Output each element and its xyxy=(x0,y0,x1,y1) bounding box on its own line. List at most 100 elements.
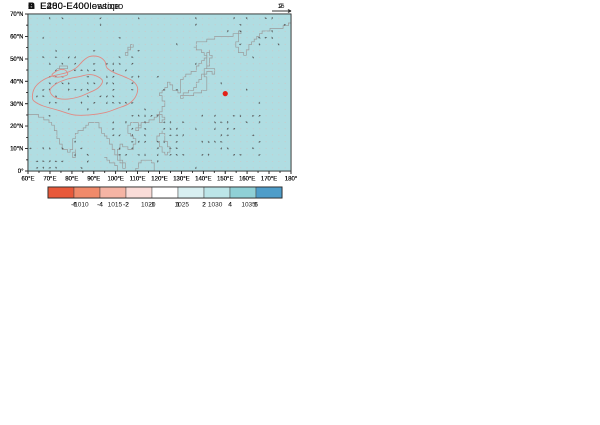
svg-text:160°E: 160°E xyxy=(239,177,255,183)
svg-text:2: 2 xyxy=(202,202,206,209)
svg-text:170°E: 170°E xyxy=(261,177,277,183)
svg-text:40°N: 40°N xyxy=(10,79,23,85)
panel-d-title: D E400-E400lessice xyxy=(28,1,120,12)
svg-text:160°E: 160°E xyxy=(239,177,255,183)
svg-text:100°E: 100°E xyxy=(107,177,123,183)
svg-text:80°E: 80°E xyxy=(65,177,78,183)
map-background xyxy=(28,14,291,171)
svg-text:4: 4 xyxy=(228,202,232,209)
svg-text:60°N: 60°N xyxy=(10,35,23,41)
svg-text:40°N: 40°N xyxy=(10,79,23,85)
svg-text:2: 2 xyxy=(279,3,283,10)
svg-text:70°E: 70°E xyxy=(43,177,56,183)
map-canvas-d: 60°E 70°E 80°E 90°E 100°E 110°E 120°E 130°E 140°… xyxy=(10,3,298,209)
svg-text:1015: 1015 xyxy=(108,202,123,209)
svg-text:70°N: 70°N xyxy=(10,12,23,18)
svg-text:40°N: 40°N xyxy=(10,79,23,85)
svg-text:150°E: 150°E xyxy=(217,177,233,183)
svg-text:110°E: 110°E xyxy=(130,177,146,183)
panel-a-title: A E280 xyxy=(28,1,63,12)
svg-text:70°E: 70°E xyxy=(43,177,56,183)
svg-text:1: 1 xyxy=(176,202,180,209)
svg-text:0°: 0° xyxy=(18,169,24,175)
panel-b-letter: B xyxy=(28,1,36,12)
svg-text:10°N: 10°N xyxy=(10,147,23,153)
svg-text:4: 4 xyxy=(228,202,232,209)
panel-a-experiment: E280 xyxy=(40,1,64,12)
svg-text:70°E: 70°E xyxy=(43,177,56,183)
svg-text:30°N: 30°N xyxy=(10,102,23,108)
svg-text:20°N: 20°N xyxy=(10,124,23,130)
svg-text:-2: -2 xyxy=(123,202,129,209)
svg-text:120°E: 120°E xyxy=(151,177,167,183)
svg-text:-1: -1 xyxy=(149,202,155,209)
svg-text:1010: 1010 xyxy=(74,202,89,209)
panel-c-title: C E400-E400lowtopo xyxy=(28,1,124,12)
svg-text:70°E: 70°E xyxy=(43,177,56,183)
colorbar: -6 -4 -2 -1 1 2 4 6 xyxy=(47,186,283,209)
svg-text:50°N: 50°N xyxy=(10,57,23,63)
svg-text:-2: -2 xyxy=(123,202,129,209)
svg-text:130°E: 130°E xyxy=(173,177,189,183)
svg-text:100°E: 100°E xyxy=(107,177,123,183)
panel-a-letter: A xyxy=(28,1,36,12)
vector-field xyxy=(29,17,287,170)
panel-d-experiment: E400-E400lessice xyxy=(40,1,120,12)
svg-text:60°E: 60°E xyxy=(21,177,34,183)
svg-text:80°E: 80°E xyxy=(65,177,78,183)
svg-text:2: 2 xyxy=(202,202,206,209)
svg-text:130°E: 130°E xyxy=(173,177,189,183)
svg-text:2: 2 xyxy=(279,3,283,10)
svg-text:20°N: 20°N xyxy=(10,124,23,130)
svg-text:90°E: 90°E xyxy=(87,177,100,183)
svg-text:30°N: 30°N xyxy=(10,102,23,108)
svg-text:170°E: 170°E xyxy=(261,177,277,183)
svg-text:170°E: 170°E xyxy=(261,177,277,183)
svg-text:70°N: 70°N xyxy=(10,12,23,18)
panel-c-letter: C xyxy=(28,1,36,12)
svg-text:4: 4 xyxy=(228,202,232,209)
svg-text:50°N: 50°N xyxy=(10,57,23,63)
svg-text:70°N: 70°N xyxy=(10,12,23,18)
stipple-dots xyxy=(30,17,286,169)
svg-text:-2: -2 xyxy=(123,202,129,209)
svg-text:140°E: 140°E xyxy=(195,177,211,183)
panel-b-title: B E280-E400 xyxy=(28,1,89,12)
svg-text:30°N: 30°N xyxy=(10,102,23,108)
topo-contours xyxy=(31,55,139,116)
svg-text:-4: -4 xyxy=(97,202,103,209)
site-marker xyxy=(222,91,228,97)
svg-text:120°E: 120°E xyxy=(151,177,167,183)
svg-text:180°: 180° xyxy=(285,177,298,183)
svg-text:-1: -1 xyxy=(149,202,155,209)
svg-text:-1: -1 xyxy=(149,202,155,209)
panel-d-letter: D xyxy=(28,1,36,12)
svg-text:90°E: 90°E xyxy=(87,177,100,183)
svg-text:80°E: 80°E xyxy=(65,177,78,183)
svg-text:110°E: 110°E xyxy=(130,177,146,183)
svg-text:0°: 0° xyxy=(18,169,24,175)
svg-text:180°: 180° xyxy=(285,177,298,183)
svg-text:-6: -6 xyxy=(71,202,77,209)
svg-text:150°E: 150°E xyxy=(217,177,233,183)
svg-text:60°E: 60°E xyxy=(21,177,34,183)
svg-text:130°E: 130°E xyxy=(173,177,189,183)
svg-text:1035: 1035 xyxy=(241,202,256,209)
svg-text:6: 6 xyxy=(254,202,258,209)
svg-text:160°E: 160°E xyxy=(239,177,255,183)
svg-text:-6: -6 xyxy=(71,202,77,209)
svg-text:60°N: 60°N xyxy=(10,35,23,41)
svg-text:110°E: 110°E xyxy=(130,177,146,183)
svg-text:10°N: 10°N xyxy=(10,147,23,153)
axes: 60°E 70°E 80°E 90°E 100°E 110°E 120°E 130°E 140°… xyxy=(10,12,298,182)
map-layers xyxy=(28,14,291,171)
panel-d: D E400-E400lessice 60°E 70°E 80°E 90°E 100°E 1… xyxy=(0,0,300,212)
svg-text:120°E: 120°E xyxy=(151,177,167,183)
svg-text:1030: 1030 xyxy=(208,202,223,209)
svg-text:-4: -4 xyxy=(97,202,103,209)
svg-text:180°: 180° xyxy=(285,177,298,183)
svg-text:110°E: 110°E xyxy=(130,177,146,183)
svg-text:1020: 1020 xyxy=(141,202,156,209)
svg-text:120°E: 120°E xyxy=(151,177,167,183)
